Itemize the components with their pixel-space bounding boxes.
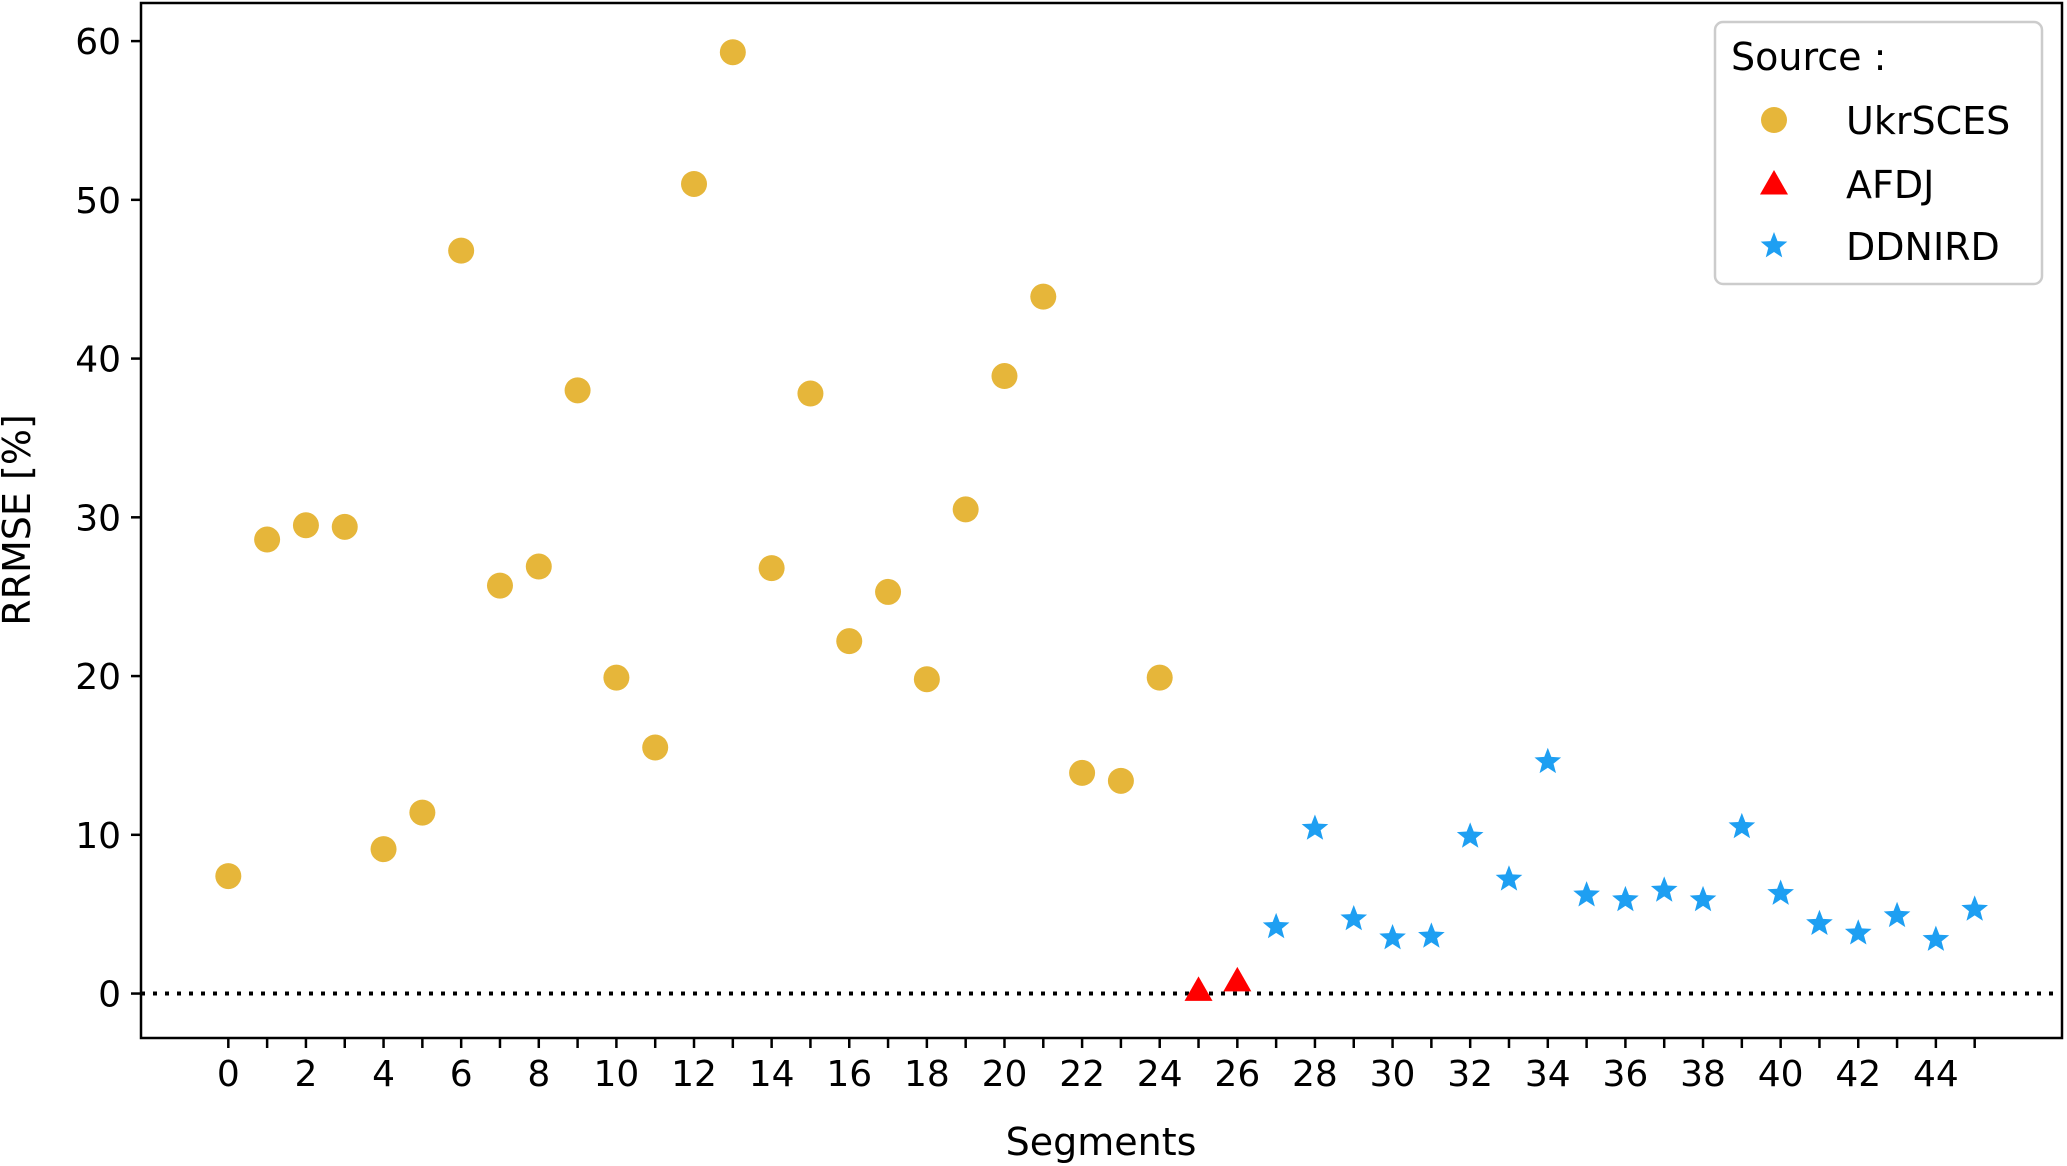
data-point-ukrsces-2 <box>292 512 319 539</box>
legend-marker-afdj <box>1760 170 1788 195</box>
data-point-ddnird-37 <box>1650 876 1678 902</box>
data-point-ukrsces-0 <box>215 863 242 890</box>
data-point-ukrsces-8 <box>525 553 552 580</box>
data-point-ddnird-45 <box>1961 895 1988 921</box>
legend-label-afdj: AFDJ <box>1846 163 1934 207</box>
data-point-ddnird-36 <box>1612 885 1639 912</box>
data-point-ukrsces-6 <box>448 237 475 264</box>
x-tick-label: 34 <box>1525 1054 1571 1095</box>
x-tick-label: 26 <box>1214 1054 1260 1095</box>
data-point-ukrsces-7 <box>486 572 513 599</box>
x-tick-label: 44 <box>1913 1054 1959 1095</box>
legend-box <box>1713 20 2044 286</box>
legend-marker-ddnird <box>1760 232 1788 258</box>
data-point-ddnird-29 <box>1340 904 1368 931</box>
data-point-afdj-26 <box>1223 966 1252 992</box>
legend-marker-ukrsces <box>1761 107 1787 133</box>
x-tick-label: 20 <box>982 1054 1028 1095</box>
data-point-ukrsces-24 <box>1146 664 1173 691</box>
data-point-ukrsces-19 <box>952 496 979 523</box>
x-tick-label: 4 <box>372 1054 395 1095</box>
x-tick-label: 18 <box>904 1054 950 1095</box>
legend-label-ukrsces: UkrSCES <box>1846 99 2010 143</box>
y-tick-label: 50 <box>75 181 121 222</box>
data-point-ddnird-35 <box>1573 881 1600 907</box>
y-tick-label: 40 <box>75 340 121 381</box>
x-tick-label: 22 <box>1059 1054 1105 1095</box>
y-tick-label: 0 <box>98 975 121 1016</box>
data-point-ddnird-38 <box>1689 885 1717 912</box>
data-point-ukrsces-17 <box>875 578 902 605</box>
data-point-ukrsces-1 <box>254 526 281 553</box>
data-point-ukrsces-10 <box>603 664 630 691</box>
legend-title: Source : <box>1731 35 1886 79</box>
x-tick-label: 38 <box>1680 1054 1726 1095</box>
x-tick-label: 8 <box>527 1054 550 1095</box>
legend-label-ddnird: DDNIRD <box>1846 225 2000 269</box>
x-tick-label: 40 <box>1758 1054 1804 1095</box>
data-point-ddnird-42 <box>1844 919 1872 945</box>
data-point-ukrsces-20 <box>991 363 1018 390</box>
y-tick-label: 20 <box>75 657 121 698</box>
x-tick-label: 28 <box>1292 1054 1338 1095</box>
data-point-ddnird-28 <box>1301 814 1329 840</box>
series-afdj <box>1184 966 1252 1001</box>
data-point-ukrsces-12 <box>681 170 708 197</box>
x-tick-label: 12 <box>671 1054 717 1095</box>
data-point-ukrsces-5 <box>409 799 436 826</box>
x-tick-label: 0 <box>217 1054 240 1095</box>
data-point-ddnird-40 <box>1767 879 1794 905</box>
legend: Source : UkrSCES AFDJ DDNIRD <box>1713 20 2044 286</box>
x-tick-label: 32 <box>1447 1054 1493 1095</box>
data-point-ukrsces-9 <box>564 377 591 404</box>
data-point-ukrsces-16 <box>836 628 863 655</box>
data-point-ddnird-41 <box>1806 909 1833 936</box>
x-tick-label: 2 <box>294 1054 317 1095</box>
data-point-ukrsces-14 <box>758 555 785 582</box>
x-tick-label: 10 <box>593 1054 639 1095</box>
y-tick-label: 60 <box>75 22 121 63</box>
series-ukrsces <box>215 39 1173 890</box>
data-point-ddnird-43 <box>1883 901 1911 928</box>
data-point-ukrsces-23 <box>1107 767 1134 794</box>
x-tick-label: 42 <box>1835 1054 1881 1095</box>
x-tick-label: 16 <box>826 1054 872 1095</box>
y-tick-label: 10 <box>75 816 121 857</box>
data-point-ukrsces-3 <box>331 513 358 540</box>
data-point-ddnird-34 <box>1534 747 1562 774</box>
x-axis-label: Segments <box>1006 1120 1197 1164</box>
data-point-ddnird-32 <box>1456 822 1484 848</box>
data-point-ukrsces-4 <box>370 836 397 863</box>
data-point-ukrsces-18 <box>913 666 940 693</box>
x-tick-label: 30 <box>1370 1054 1416 1095</box>
data-point-ukrsces-11 <box>642 734 669 761</box>
data-point-ddnird-39 <box>1728 812 1756 839</box>
x-tick-label: 36 <box>1603 1054 1649 1095</box>
x-tick-label: 6 <box>450 1054 473 1095</box>
x-tick-label: 14 <box>749 1054 795 1095</box>
x-tick-label: 24 <box>1137 1054 1183 1095</box>
data-point-ddnird-30 <box>1379 923 1406 950</box>
y-tick-label: 30 <box>75 498 121 539</box>
data-point-ukrsces-15 <box>797 380 824 407</box>
data-point-ddnird-44 <box>1922 925 1950 951</box>
data-point-ddnird-27 <box>1262 912 1290 939</box>
data-point-afdj-25 <box>1184 976 1213 1001</box>
data-point-ukrsces-22 <box>1069 759 1096 786</box>
plot-frame <box>139 1 2064 1040</box>
data-point-ukrsces-21 <box>1030 283 1057 310</box>
data-point-ukrsces-13 <box>719 39 746 66</box>
data-point-ddnird-31 <box>1418 922 1445 948</box>
y-axis-label: RRMSE [%] <box>0 414 39 626</box>
data-point-ddnird-33 <box>1495 865 1523 891</box>
series-ddnird <box>1262 747 1988 951</box>
